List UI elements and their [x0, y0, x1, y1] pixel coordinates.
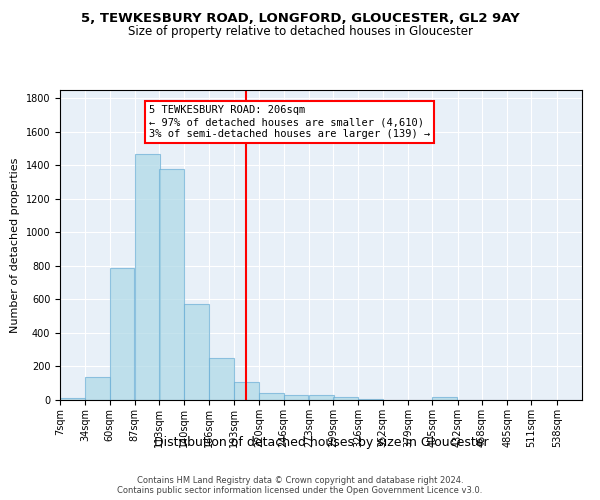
Bar	[309, 395, 334, 400]
Text: 5, TEWKESBURY ROAD, LONGFORD, GLOUCESTER, GL2 9AY: 5, TEWKESBURY ROAD, LONGFORD, GLOUCESTER…	[80, 12, 520, 26]
Y-axis label: Number of detached properties: Number of detached properties	[10, 158, 20, 332]
Bar	[184, 304, 209, 400]
Bar	[259, 394, 284, 400]
Bar	[209, 358, 233, 400]
Bar	[333, 398, 358, 400]
Bar	[358, 399, 383, 400]
Text: 5 TEWKESBURY ROAD: 206sqm
← 97% of detached houses are smaller (4,610)
3% of sem: 5 TEWKESBURY ROAD: 206sqm ← 97% of detac…	[149, 106, 430, 138]
Bar	[135, 154, 160, 400]
Text: Size of property relative to detached houses in Gloucester: Size of property relative to detached ho…	[128, 25, 473, 38]
Text: Distribution of detached houses by size in Gloucester: Distribution of detached houses by size …	[154, 436, 488, 449]
Bar	[234, 382, 259, 400]
Bar	[284, 395, 308, 400]
Bar	[85, 378, 110, 400]
Text: Contains HM Land Registry data © Crown copyright and database right 2024.
Contai: Contains HM Land Registry data © Crown c…	[118, 476, 482, 495]
Bar	[159, 169, 184, 400]
Bar	[110, 268, 134, 400]
Bar	[433, 396, 457, 400]
Bar	[60, 398, 85, 400]
